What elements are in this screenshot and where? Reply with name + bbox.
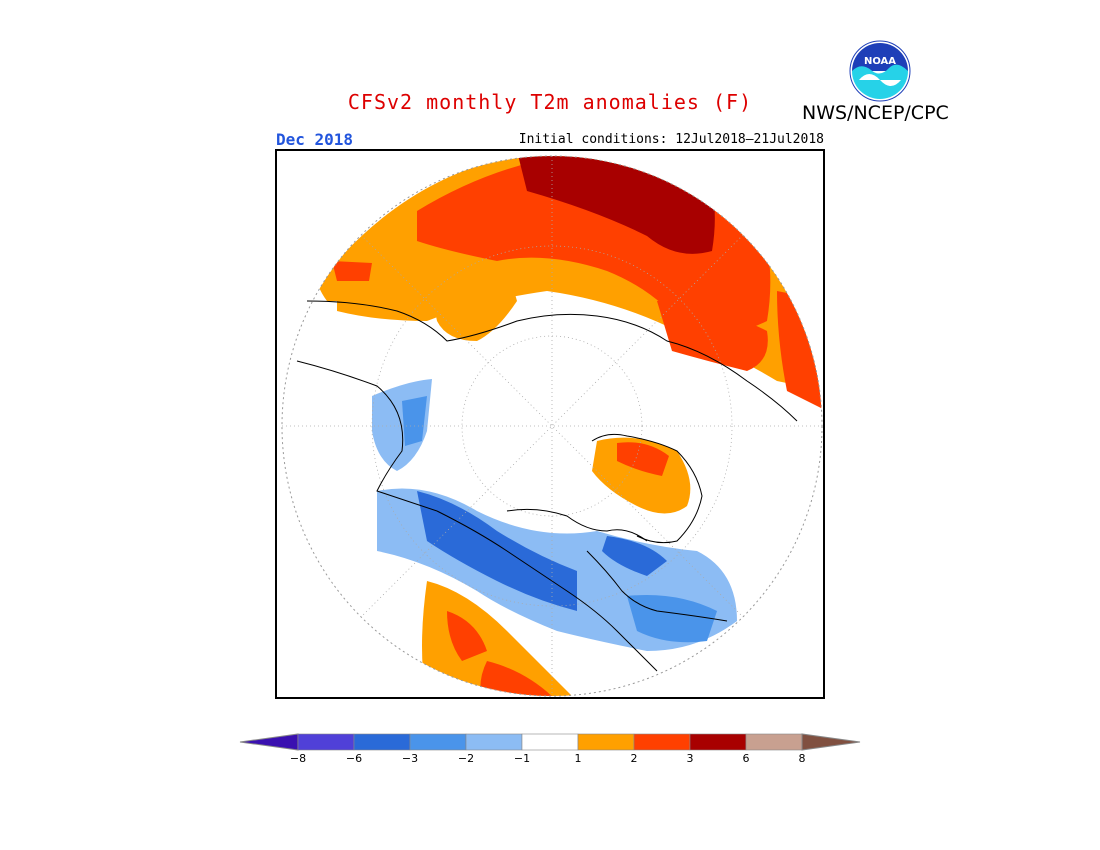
coastline (306, 300, 798, 422)
anomaly-region-westcoast-orange (422, 581, 577, 696)
legend-bin (353, 733, 411, 751)
anomaly-region-westcoast-red (447, 611, 487, 661)
legend-bin (521, 733, 579, 751)
legend-colorbar (239, 733, 861, 751)
legend-bin (409, 733, 467, 751)
anomaly-region-labrador-blue (627, 595, 717, 643)
legend-tick-label: −1 (513, 752, 531, 765)
noaa-logo-text: NOAA (864, 56, 896, 67)
legend-bin-arrow-low (239, 733, 299, 751)
coastline (436, 510, 658, 672)
legend-bin (297, 733, 355, 751)
anomaly-region-siberia-orange (427, 262, 517, 341)
legend-tick-label: 8 (798, 752, 806, 765)
forecast-month: Dec 2018 (276, 130, 354, 149)
noaa-logo-icon: NOAA (849, 40, 911, 102)
coastline (586, 550, 728, 622)
anomaly-region-east-siberia-red (657, 301, 768, 371)
legend-tick-label: 6 (742, 752, 750, 765)
coastline (506, 508, 648, 542)
legend-tick-label: 2 (630, 752, 638, 765)
legend-tick-label: −8 (289, 752, 307, 765)
legend-tick-label: 3 (686, 752, 694, 765)
latitude-circle (371, 245, 733, 607)
anomaly-region-east-edge-red (777, 291, 822, 411)
legend-bin-arrow-high (801, 733, 861, 751)
anomaly-region-hudson-blue (602, 536, 667, 576)
polar-map (275, 149, 825, 699)
agency-label: NWS/NCEP/CPC (802, 102, 949, 124)
coastline (591, 433, 703, 544)
initial-conditions: Initial conditions: 12Jul2018–21Jul2018 (518, 132, 824, 147)
legend-bin (745, 733, 803, 751)
anomaly-region-alaska-blue-2 (402, 396, 427, 446)
legend-tick-label: −2 (457, 752, 475, 765)
coastline (296, 360, 438, 512)
legend-bin (577, 733, 635, 751)
legend-tick-label: −6 (345, 752, 363, 765)
anomaly-region-west-red (332, 261, 372, 281)
legend-bin (465, 733, 523, 751)
legend-bin (633, 733, 691, 751)
anomaly-region-greenland-red (617, 442, 669, 476)
chart-title: CFSv2 monthly T2m anomalies (F) (347, 90, 753, 114)
legend-tick-label: 1 (574, 752, 582, 765)
legend-bin (689, 733, 747, 751)
legend-tick-label: −3 (401, 752, 419, 765)
